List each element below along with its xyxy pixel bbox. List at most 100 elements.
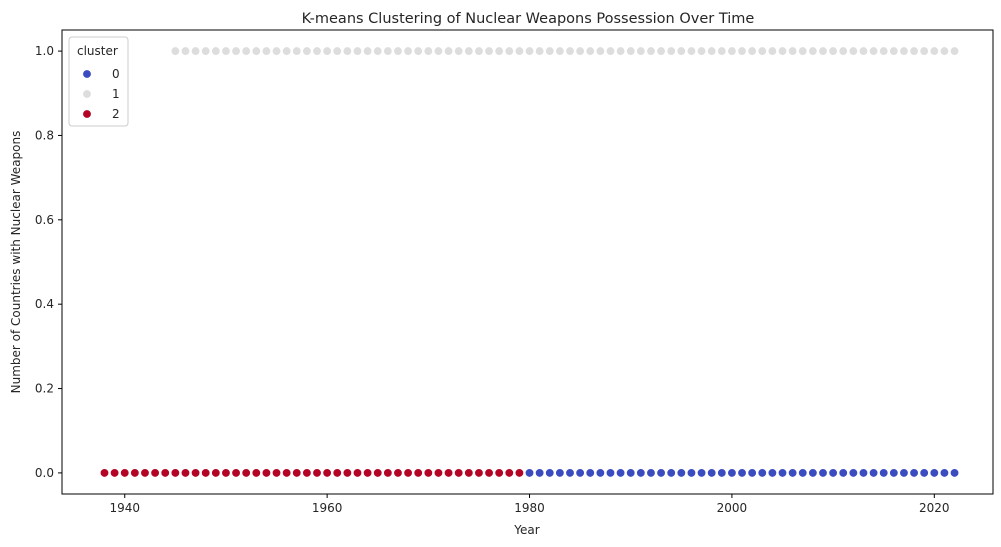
data-point-cluster-1 (373, 46, 383, 56)
data-point-cluster-1 (221, 46, 231, 56)
data-point-cluster-0 (666, 468, 676, 478)
y-axis-label: Number of Countries with Nuclear Weapons (9, 131, 23, 394)
data-point-cluster-0 (575, 468, 585, 478)
data-point-cluster-2 (271, 468, 282, 478)
legend-marker-2 (82, 109, 92, 119)
legend-marker-1 (82, 89, 92, 99)
data-point-cluster-1 (534, 46, 545, 56)
y-axis-ticks: 0.0 0.2 0.4 0.6 0.8 1.0 (35, 44, 62, 480)
data-point-cluster-1 (737, 46, 747, 56)
data-point-cluster-2 (109, 468, 120, 478)
x-axis-ticks: 1940 1960 1980 2000 2020 (109, 494, 950, 515)
legend-marker-0 (82, 69, 92, 79)
data-point-cluster-1 (555, 46, 565, 56)
x-tick-label: 2000 (717, 501, 748, 515)
data-point-cluster-1 (292, 46, 302, 56)
data-point-cluster-0 (565, 468, 575, 478)
data-point-cluster-1 (464, 46, 474, 56)
data-point-cluster-2 (140, 468, 150, 478)
data-point-cluster-2 (190, 468, 201, 478)
data-point-cluster-2 (443, 468, 454, 478)
data-point-cluster-1 (747, 46, 757, 56)
legend-label-0: 0 (112, 67, 120, 81)
data-point-cluster-1 (798, 46, 808, 56)
y-tick-label: 1.0 (35, 44, 54, 58)
data-point-cluster-1 (454, 46, 464, 56)
data-point-cluster-0 (889, 468, 899, 478)
data-point-cluster-1 (302, 46, 312, 56)
data-point-cluster-1 (393, 46, 403, 56)
data-point-cluster-2 (352, 468, 363, 478)
data-point-cluster-2 (120, 468, 130, 478)
data-point-cluster-0 (879, 468, 889, 478)
data-point-cluster-1 (646, 46, 656, 56)
data-point-cluster-1 (838, 46, 848, 56)
data-point-cluster-1 (595, 46, 606, 56)
data-point-cluster-0 (838, 468, 848, 478)
data-point-cluster-0 (646, 468, 656, 478)
data-point-cluster-1 (261, 46, 272, 56)
data-point-cluster-1 (787, 46, 798, 56)
data-point-cluster-1 (403, 46, 413, 56)
data-point-cluster-0 (737, 468, 747, 478)
data-point-cluster-1 (818, 46, 828, 56)
data-point-cluster-0 (717, 468, 727, 478)
x-tick-label: 1940 (109, 501, 140, 515)
data-point-cluster-0 (696, 468, 707, 478)
data-point-cluster-2 (201, 468, 211, 478)
data-point-cluster-1 (949, 46, 960, 56)
data-point-cluster-2 (464, 468, 474, 478)
data-point-cluster-1 (707, 46, 717, 56)
data-point-cluster-0 (727, 468, 737, 478)
legend-items: 0 1 2 (82, 67, 120, 121)
data-point-cluster-0 (686, 468, 697, 478)
data-point-cluster-1 (494, 46, 504, 56)
data-point-cluster-0 (707, 468, 717, 478)
data-point-cluster-0 (798, 468, 808, 478)
data-point-cluster-1 (474, 46, 484, 56)
data-point-cluster-1 (241, 46, 251, 56)
data-point-cluster-0 (757, 468, 767, 478)
data-point-cluster-1 (656, 46, 666, 56)
data-point-cluster-1 (666, 46, 676, 56)
data-point-cluster-2 (160, 468, 170, 478)
data-point-cluster-1 (858, 46, 869, 56)
data-point-cluster-0 (626, 468, 636, 478)
legend: cluster 0 1 2 (68, 36, 129, 127)
data-point-cluster-0 (605, 468, 616, 478)
data-point-cluster-2 (241, 468, 251, 478)
data-point-cluster-2 (130, 468, 140, 478)
legend-label-1: 1 (112, 87, 120, 101)
data-point-cluster-2 (393, 468, 403, 478)
data-point-cluster-0 (868, 468, 879, 478)
data-point-cluster-2 (474, 468, 484, 478)
data-point-cluster-1 (281, 46, 292, 56)
data-point-cluster-2 (312, 468, 322, 478)
data-point-cluster-1 (696, 46, 707, 56)
data-point-cluster-2 (170, 468, 181, 478)
data-point-cluster-2 (251, 468, 261, 478)
data-point-cluster-2 (413, 468, 423, 478)
data-point-cluster-2 (281, 468, 292, 478)
data-point-cluster-1 (615, 46, 626, 56)
data-point-cluster-2 (342, 468, 353, 478)
legend-label-2: 2 (112, 107, 120, 121)
data-point-cluster-1 (312, 46, 322, 56)
data-point-cluster-1 (170, 46, 181, 56)
data-point-cluster-1 (605, 46, 616, 56)
data-point-cluster-2 (180, 468, 191, 478)
data-point-cluster-2 (221, 468, 231, 478)
data-point-cluster-0 (676, 468, 686, 478)
chart-title: K-means Clustering of Nuclear Weapons Po… (302, 11, 755, 27)
data-point-cluster-1 (828, 46, 838, 56)
data-point-cluster-0 (636, 468, 646, 478)
data-point-cluster-1 (383, 46, 393, 56)
data-point-cluster-2 (403, 468, 413, 478)
data-point-cluster-1 (727, 46, 737, 56)
data-point-cluster-0 (858, 468, 869, 478)
data-point-cluster-0 (939, 468, 950, 478)
data-point-cluster-2 (99, 468, 110, 478)
data-point-cluster-2 (514, 468, 525, 478)
data-point-cluster-1 (514, 46, 525, 56)
data-point-cluster-1 (626, 46, 636, 56)
